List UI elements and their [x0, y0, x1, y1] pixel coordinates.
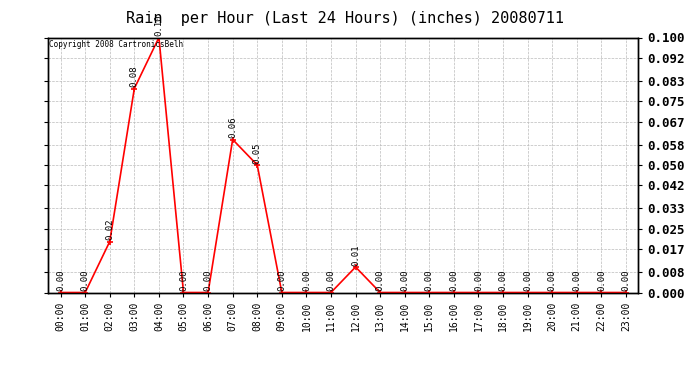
Text: 0.00: 0.00: [179, 270, 188, 291]
Text: 0.00: 0.00: [572, 270, 581, 291]
Text: Copyright 2008 CartronicsBelh: Copyright 2008 CartronicsBelh: [50, 40, 184, 49]
Text: 0.00: 0.00: [548, 270, 557, 291]
Text: 0.00: 0.00: [622, 270, 631, 291]
Text: 0.05: 0.05: [253, 142, 262, 164]
Text: 0.00: 0.00: [474, 270, 483, 291]
Text: 0.00: 0.00: [56, 270, 65, 291]
Text: 0.00: 0.00: [277, 270, 286, 291]
Text: 0.08: 0.08: [130, 66, 139, 87]
Text: 0.01: 0.01: [351, 244, 360, 266]
Text: 0.00: 0.00: [449, 270, 458, 291]
Text: 0.00: 0.00: [499, 270, 508, 291]
Text: 0.00: 0.00: [597, 270, 606, 291]
Text: 0.00: 0.00: [204, 270, 213, 291]
Text: 0.00: 0.00: [81, 270, 90, 291]
Text: 0.00: 0.00: [425, 270, 434, 291]
Text: 0.00: 0.00: [302, 270, 311, 291]
Text: 0.02: 0.02: [106, 219, 115, 240]
Text: 0.00: 0.00: [400, 270, 409, 291]
Text: 0.00: 0.00: [375, 270, 384, 291]
Text: 0.06: 0.06: [228, 117, 237, 138]
Text: 0.10: 0.10: [155, 15, 164, 36]
Text: 0.00: 0.00: [523, 270, 532, 291]
Text: 0.00: 0.00: [326, 270, 335, 291]
Text: Rain  per Hour (Last 24 Hours) (inches) 20080711: Rain per Hour (Last 24 Hours) (inches) 2…: [126, 11, 564, 26]
